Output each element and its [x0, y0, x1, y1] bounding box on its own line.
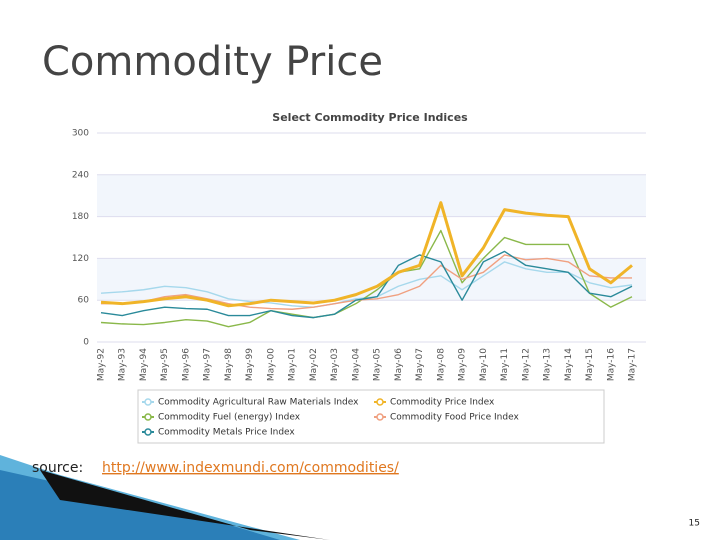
x-tick-label: May-03 [330, 348, 340, 381]
legend-marker [144, 398, 152, 406]
legend-label: Commodity Price Index [390, 398, 495, 408]
y-tick-label: 120 [72, 254, 89, 264]
x-tick-label: May-10 [479, 348, 489, 381]
legend-marker [376, 398, 384, 406]
x-tick-label: May-16 [606, 348, 616, 381]
x-tick-label: May-95 [160, 348, 170, 381]
y-tick-label: 300 [72, 129, 89, 139]
x-tick-label: May-00 [266, 348, 276, 381]
series-line [101, 254, 632, 310]
x-tick-label: May-09 [458, 348, 468, 381]
x-tick-label: May-01 [288, 348, 298, 381]
x-tick-label: May-96 [181, 348, 191, 381]
source-label: source: [32, 460, 83, 476]
x-tick-label: May-93 [118, 348, 128, 381]
legend-marker [144, 428, 152, 436]
legend-marker [144, 413, 152, 421]
x-tick-label: May-15 [585, 348, 595, 381]
legend-box [137, 389, 605, 444]
x-tick-label: May-08 [436, 348, 446, 381]
x-tick-label: May-98 [224, 348, 234, 381]
x-tick-label: May-92 [97, 348, 107, 381]
x-tick-label: May-06 [394, 348, 404, 381]
x-tick-label: May-14 [564, 348, 574, 381]
legend-label: Commodity Metals Price Index [158, 428, 295, 438]
legend-label: Commodity Food Price Index [390, 413, 519, 423]
legend-marker [376, 413, 384, 421]
x-tick-label: May-07 [415, 348, 425, 381]
y-tick-label: 60 [78, 296, 90, 306]
y-tick-label: 240 [72, 170, 89, 180]
plot-band [97, 174, 646, 217]
decor [40, 470, 330, 540]
chart-title: Select Commodity Price Indices [272, 111, 468, 124]
legend-label: Commodity Fuel (energy) Index [158, 413, 301, 423]
x-tick-label: May-05 [373, 348, 383, 381]
slide-title: Commodity Price [42, 39, 383, 85]
x-tick-label: May-13 [543, 348, 553, 381]
x-tick-label: May-97 [203, 348, 213, 381]
page-number: 15 [689, 519, 700, 529]
series-line [100, 201, 633, 308]
x-tick-label: May-99 [245, 348, 255, 381]
series-line [100, 229, 633, 328]
x-tick-label: May-94 [139, 348, 149, 381]
series-line [100, 250, 633, 319]
legend-label: Commodity Agricultural Raw Materials Ind… [158, 398, 359, 408]
x-tick-label: May-04 [351, 348, 361, 381]
y-tick-label: 0 [83, 338, 89, 348]
x-tick-label: May-12 [521, 348, 531, 381]
x-tick-label: May-02 [309, 348, 319, 381]
x-tick-label: May-17 [628, 348, 638, 381]
source-link[interactable]: http://www.indexmundi.com/commodities/ [102, 460, 399, 476]
y-tick-label: 180 [72, 212, 89, 222]
x-tick-label: May-11 [500, 348, 510, 381]
